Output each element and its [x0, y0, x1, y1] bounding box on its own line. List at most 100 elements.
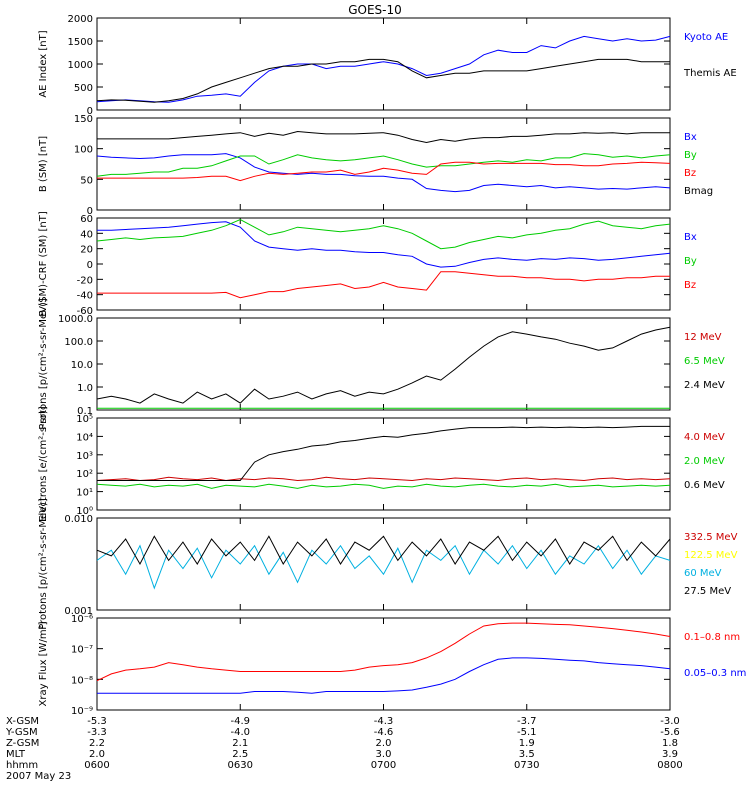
x-axis-value: 3.9 [662, 749, 678, 760]
legend-entry: 60 MeV [684, 568, 722, 579]
y-tick-label: 0.010 [64, 514, 93, 525]
panel-frame [96, 17, 671, 111]
x-axis-value: -5.1 [517, 727, 537, 738]
y-tick-label: 10⁻⁶ [71, 614, 93, 625]
legend-entry: Themis AE [683, 68, 737, 79]
panel-frame [96, 117, 671, 211]
y-tick-label: -20 [77, 275, 93, 286]
y-axis-label: Xray Flux [W/m²] [38, 621, 49, 706]
legend-entry: Bz [684, 168, 696, 179]
legend-entry: Bz [684, 280, 696, 291]
y-tick-label: 10⁴ [76, 432, 93, 443]
y-tick-label: 0.001 [64, 606, 93, 617]
y-tick-label: 10⁻⁹ [71, 706, 93, 717]
x-axis-row-label: hhmm [6, 760, 38, 771]
legend-entry: Bx [684, 132, 697, 143]
legend-entry: 12 MeV [684, 332, 722, 343]
y-axis-label: AE Index [nT] [38, 30, 49, 97]
x-axis-value: -4.0 [230, 727, 250, 738]
series-line [96, 153, 671, 193]
x-axis-value: -4.9 [230, 716, 250, 727]
date-label: 2007 May 23 [6, 771, 71, 782]
x-axis-value: 1.9 [519, 738, 535, 749]
legend-entry: 122.5 MeV [684, 550, 738, 561]
x-axis-row-label: X-GSM [6, 716, 39, 727]
panel-frame [96, 217, 671, 311]
legend-entry: 2.4 MeV [684, 380, 725, 391]
x-axis-value: 0800 [657, 760, 682, 771]
x-axis-value: 0700 [371, 760, 396, 771]
x-axis-value: -3.0 [660, 716, 680, 727]
series-line [96, 544, 671, 590]
x-axis-value: 3.5 [519, 749, 535, 760]
y-tick-label: 10.0 [71, 360, 93, 371]
legend-entry: Bmag [684, 186, 713, 197]
y-tick-label: -40 [77, 291, 93, 302]
x-axis-value: 1.8 [662, 738, 678, 749]
x-axis-value: 2.2 [89, 738, 105, 749]
y-tick-label: 2000 [68, 14, 93, 25]
series-line [97, 425, 670, 481]
legend-entry: 27.5 MeV [684, 586, 731, 597]
y-axis-label: B (SM) [nT] [38, 136, 49, 192]
y-tick-label: 100.0 [64, 337, 93, 348]
legend-entry: Kyoto AE [684, 32, 728, 43]
x-axis-value: -4.6 [374, 727, 394, 738]
legend-entry: 6.5 MeV [684, 356, 725, 367]
series-line [96, 35, 671, 103]
series-line [96, 326, 671, 404]
y-tick-label: 10³ [76, 451, 93, 462]
x-axis-value: 0730 [514, 760, 539, 771]
x-axis-value: 2.0 [89, 749, 105, 760]
y-tick-label: 0 [87, 106, 93, 117]
y-tick-label: 100 [74, 145, 93, 156]
x-axis-value: 2.1 [232, 738, 248, 749]
series-line [97, 221, 671, 268]
series-line [97, 271, 670, 299]
y-tick-label: 1000 [68, 60, 93, 71]
y-tick-label: 10⁵ [76, 414, 93, 425]
x-axis-value: 0600 [84, 760, 109, 771]
y-tick-label: -60 [77, 306, 93, 317]
legend-entry: 332.5 MeV [684, 532, 738, 543]
x-axis-value: 3.0 [376, 749, 392, 760]
y-tick-label: 1.0 [77, 383, 93, 394]
y-tick-label: 10² [76, 469, 93, 480]
legend-entry: By [684, 256, 697, 267]
y-tick-label: 0 [87, 206, 93, 217]
series-line [97, 161, 671, 182]
legend-entry: 0.05–0.3 nm [684, 668, 746, 679]
y-tick-label: 20 [80, 245, 93, 256]
x-axis-value: -5.6 [660, 727, 680, 738]
x-axis-value: -4.3 [374, 716, 394, 727]
legend-entry: 0.1–0.8 nm [684, 632, 740, 643]
x-axis-value: 2.0 [376, 738, 392, 749]
x-axis-row-label: Z-GSM [6, 738, 39, 749]
series-line [96, 535, 671, 566]
x-axis-value: 2.5 [232, 749, 248, 760]
series-line [96, 622, 671, 682]
y-tick-label: 10¹ [76, 488, 93, 499]
series-line [96, 483, 671, 489]
legend-entry: 2.0 MeV [684, 456, 725, 467]
y-tick-label: 10⁻⁸ [71, 675, 93, 686]
x-axis-row-label: MLT [6, 749, 26, 760]
y-tick-label: 1000.0 [58, 314, 93, 325]
chart-title: GOES-10 [348, 3, 402, 17]
y-tick-label: 10⁻⁷ [71, 645, 93, 656]
x-axis-value: 0630 [228, 760, 253, 771]
panel-frame [96, 617, 671, 711]
series-line [96, 218, 671, 250]
y-tick-label: 0.1 [77, 406, 93, 417]
series-line [96, 58, 670, 103]
series-line [96, 476, 671, 482]
x-axis-row-label: Y-GSM [5, 727, 38, 738]
panel-frame [96, 417, 671, 511]
y-tick-label: 1500 [68, 37, 93, 48]
series-line [96, 153, 671, 177]
x-axis-value: -3.3 [87, 727, 107, 738]
y-tick-label: 150 [74, 114, 93, 125]
y-tick-label: 0 [87, 260, 93, 271]
legend-entry: 0.6 MeV [684, 480, 725, 491]
